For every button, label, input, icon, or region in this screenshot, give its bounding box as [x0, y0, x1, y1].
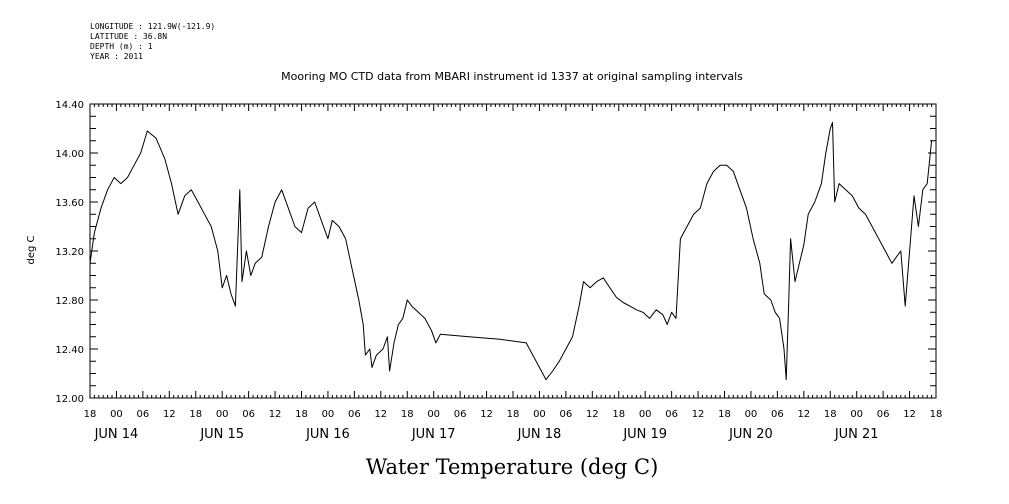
plot-border	[89, 103, 937, 399]
x-axis-label: Water Temperature (deg C)	[366, 455, 659, 479]
y-tick-label: 12.00	[55, 394, 84, 405]
x-hour-label: 06	[771, 409, 784, 420]
chart-title: Mooring MO CTD data from MBARI instrumen…	[281, 70, 743, 83]
x-day-label: JUN 18	[517, 427, 562, 442]
y-tick-label: 12.80	[55, 296, 84, 307]
x-hour-label: 00	[427, 409, 440, 420]
y-tick-label: 14.00	[55, 149, 84, 160]
x-hour-label: 06	[242, 409, 255, 420]
y-tick-label: 12.40	[55, 345, 84, 356]
x-day-labels: JUN 14 JUN 15 JUN 16 JUN 17 JUN 18 JUN 19 JUN …	[94, 427, 879, 442]
x-hour-label: 12	[797, 409, 810, 420]
x-hour-label: 12	[480, 409, 493, 420]
x-day-label: JUN 15	[199, 427, 244, 442]
x-day-label: JUN 14	[94, 427, 139, 442]
x-day-label: JUN 16	[305, 427, 350, 442]
x-hour-label: 00	[850, 409, 863, 420]
y-axis-label: deg C	[26, 235, 37, 264]
data-series	[89, 121, 933, 381]
x-hour-label: 12	[903, 409, 916, 420]
depth-label: DEPTH (m) : 1	[90, 42, 153, 51]
x-hour-label: 00	[110, 409, 123, 420]
x-hour-label: 18	[612, 409, 625, 420]
x-hour-label: 00	[745, 409, 758, 420]
x-hour-label: 06	[877, 409, 890, 420]
metadata-block: LONGITUDE : 121.9W(-121.9) LATITUDE : 36…	[90, 22, 215, 62]
x-hour-labels: 18 00 06 12 18 00 06 12 18 00 06 12 18 00 06 12 18 00 06 12…	[84, 409, 943, 420]
x-day-label: JUN 17	[411, 427, 456, 442]
x-hour-label: 06	[560, 409, 573, 420]
x-hour-label: 18	[295, 409, 308, 420]
x-hour-label: 18	[84, 409, 97, 420]
x-hour-label: 12	[269, 409, 282, 420]
x-hour-label: 18	[401, 409, 414, 420]
axis-ticks	[89, 103, 937, 399]
plot-frame	[89, 103, 937, 399]
latitude-label: LATITUDE : 36.8N	[90, 32, 168, 41]
x-hour-label: 00	[216, 409, 229, 420]
y-tick-label: 14.40	[55, 100, 84, 111]
x-hour-label: 18	[930, 409, 943, 420]
x-hour-label: 06	[348, 409, 361, 420]
y-tick-label: 13.20	[55, 247, 84, 258]
x-hour-label: 18	[189, 409, 202, 420]
x-hour-label: 00	[322, 409, 335, 420]
x-hour-label: 12	[692, 409, 705, 420]
x-hour-label: 00	[639, 409, 652, 420]
x-day-label: JUN 21	[834, 427, 879, 442]
x-hour-label: 12	[586, 409, 599, 420]
y-tick-label: 13.60	[55, 198, 84, 209]
year-label: YEAR : 2011	[90, 52, 143, 61]
x-hour-label: 06	[454, 409, 467, 420]
x-hour-label: 06	[137, 409, 150, 420]
x-day-label: JUN 19	[622, 427, 667, 442]
x-hour-label: 18	[507, 409, 520, 420]
x-day-label: JUN 20	[728, 427, 773, 442]
y-tick-labels: 12.00 12.40 12.80 13.20 13.60 14.00 14.40	[55, 100, 84, 405]
x-hour-label: 06	[665, 409, 678, 420]
x-hour-label: 00	[533, 409, 546, 420]
longitude-label: LONGITUDE : 121.9W(-121.9)	[90, 22, 216, 31]
x-hour-label: 18	[718, 409, 731, 420]
x-hour-label: 12	[163, 409, 176, 420]
x-hour-label: 18	[824, 409, 837, 420]
temperature-line	[89, 121, 933, 381]
x-hour-label: 12	[374, 409, 387, 420]
